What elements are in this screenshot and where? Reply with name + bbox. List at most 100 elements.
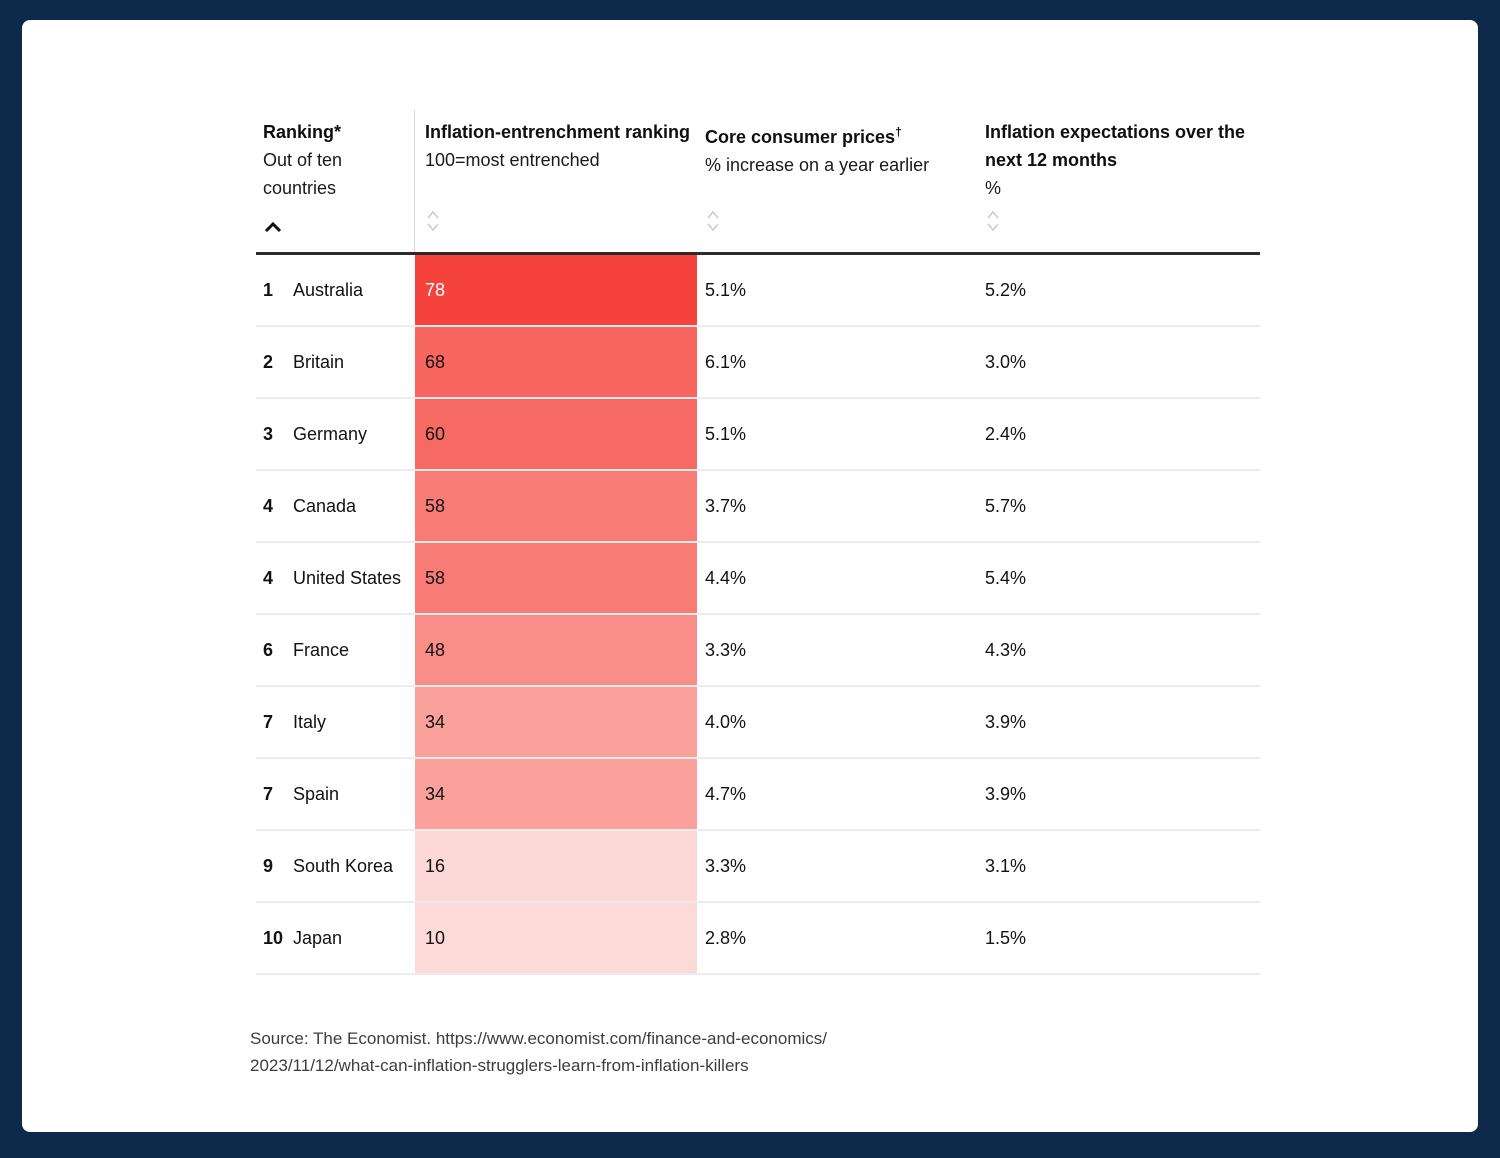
country-name: Canada xyxy=(293,495,357,516)
rank-value: 7 xyxy=(263,783,274,804)
entrenchment-score: 78 xyxy=(425,279,446,300)
entrenchment-score-cell: 78 xyxy=(415,255,697,325)
rank-value: 9 xyxy=(263,855,274,876)
column-header-expectations[interactable]: Inflation expectations over the next 12 … xyxy=(985,110,1260,252)
entrenchment-score: 48 xyxy=(425,639,446,660)
column-title: Inflation-entrenchment ranking xyxy=(425,122,691,142)
entrenchment-score: 58 xyxy=(425,567,446,588)
rank-country-cell: 7 Spain xyxy=(256,759,415,829)
core-prices-value: 6.1% xyxy=(705,351,747,372)
country-name: Spain xyxy=(293,783,340,804)
table-row: 9 South Korea 16 3.3% 3.1% xyxy=(256,831,1260,903)
table-row: 2 Britain 68 6.1% 3.0% xyxy=(256,327,1260,399)
entrenchment-score-cell: 68 xyxy=(415,327,697,397)
chevrons-up-down-icon[interactable] xyxy=(985,208,1001,242)
column-title: Core consumer prices† xyxy=(705,125,902,147)
entrenchment-score-cell: 58 xyxy=(415,471,697,541)
rank-value: 7 xyxy=(263,711,274,732)
core-prices-value: 5.1% xyxy=(705,423,747,444)
entrenchment-score-cell: 34 xyxy=(415,759,697,829)
entrenchment-score: 58 xyxy=(425,495,446,516)
table-row: 6 France 48 3.3% 4.3% xyxy=(256,615,1260,687)
rank-country-cell: 3 Germany xyxy=(256,399,415,469)
table-row: 10 Japan 10 2.8% 1.5% xyxy=(256,903,1260,975)
rank-value: 2 xyxy=(263,351,274,372)
rank-country-cell: 10 Japan xyxy=(256,903,415,973)
core-prices-value: 3.7% xyxy=(705,495,747,516)
rank-country-cell: 6 France xyxy=(256,615,415,685)
entrenchment-score: 34 xyxy=(425,783,446,804)
entrenchment-score: 10 xyxy=(425,927,446,948)
country-name: South Korea xyxy=(293,855,394,876)
entrenchment-score: 68 xyxy=(425,351,446,372)
expectations-value: 5.7% xyxy=(985,495,1027,516)
rank-country-cell: 1 Australia xyxy=(256,255,415,325)
country-name: France xyxy=(293,639,350,660)
column-subtitle: Out of ten countries xyxy=(263,150,343,198)
core-prices-value: 3.3% xyxy=(705,639,747,660)
country-name: Australia xyxy=(293,279,364,300)
column-subtitle: % increase on a year earlier xyxy=(705,155,930,175)
expectations-value: 5.2% xyxy=(985,279,1027,300)
table-row: 3 Germany 60 5.1% 2.4% xyxy=(256,399,1260,471)
expectations-value: 3.0% xyxy=(985,351,1027,372)
rank-country-cell: 9 South Korea xyxy=(256,831,415,901)
table-header-row: Ranking* Out of ten countries Inflation-… xyxy=(256,110,1260,255)
entrenchment-score-cell: 34 xyxy=(415,687,697,757)
column-header-core-prices[interactable]: Core consumer prices† % increase on a ye… xyxy=(697,110,985,252)
rank-value: 1 xyxy=(263,279,274,300)
column-header-entrenchment[interactable]: Inflation-entrenchment ranking 100=most … xyxy=(415,110,697,252)
chevrons-up-down-icon[interactable] xyxy=(425,208,441,242)
country-name: Japan xyxy=(293,927,343,948)
rank-country-cell: 2 Britain xyxy=(256,327,415,397)
table-row: 4 Canada 58 3.7% 5.7% xyxy=(256,471,1260,543)
rank-country-cell: 7 Italy xyxy=(256,687,415,757)
source-line-2: 2023/11/12/what-can-inflation-strugglers… xyxy=(250,1056,749,1075)
table-row: 7 Italy 34 4.0% 3.9% xyxy=(256,687,1260,759)
column-subtitle: 100=most entrenched xyxy=(425,150,600,170)
core-prices-value: 2.8% xyxy=(705,927,747,948)
column-title: Inflation expectations over the next 12 … xyxy=(985,122,1246,170)
table-row: 1 Australia 78 5.1% 5.2% xyxy=(256,255,1260,327)
column-subtitle: % xyxy=(985,178,1002,198)
chevrons-up-down-icon[interactable] xyxy=(705,208,721,242)
expectations-value: 4.3% xyxy=(985,639,1027,660)
expectations-value: 3.9% xyxy=(985,711,1027,732)
core-prices-value: 4.0% xyxy=(705,711,747,732)
source-line-1: Source: The Economist. https://www.econo… xyxy=(250,1029,827,1048)
rank-country-cell: 4 United States xyxy=(256,543,415,613)
country-name: Britain xyxy=(293,351,345,372)
column-title: Ranking* xyxy=(263,122,342,142)
rank-country-cell: 4 Canada xyxy=(256,471,415,541)
source-attribution: Source: The Economist. https://www.econo… xyxy=(250,1025,1050,1079)
entrenchment-score-cell: 60 xyxy=(415,399,697,469)
chevron-up-icon[interactable] xyxy=(263,214,283,242)
entrenchment-score-cell: 58 xyxy=(415,543,697,613)
entrenchment-score: 34 xyxy=(425,711,446,732)
table-body: 1 Australia 78 5.1% 5.2% 2 Britain 68 6.1%… xyxy=(256,255,1260,975)
table-row: 4 United States 58 4.4% 5.4% xyxy=(256,543,1260,615)
rank-value: 4 xyxy=(263,495,274,516)
column-header-ranking[interactable]: Ranking* Out of ten countries xyxy=(256,110,415,252)
table-row: 7 Spain 34 4.7% 3.9% xyxy=(256,759,1260,831)
entrenchment-score-cell: 10 xyxy=(415,903,697,973)
core-prices-value: 4.7% xyxy=(705,783,747,804)
expectations-value: 3.9% xyxy=(985,783,1027,804)
expectations-value: 2.4% xyxy=(985,423,1027,444)
rank-value: 10 xyxy=(263,927,284,948)
entrenchment-score: 60 xyxy=(425,423,446,444)
expectations-value: 3.1% xyxy=(985,855,1027,876)
country-name: United States xyxy=(293,567,402,588)
core-prices-value: 3.3% xyxy=(705,855,747,876)
rank-value: 3 xyxy=(263,423,274,444)
rank-value: 4 xyxy=(263,567,274,588)
dagger-footnote-mark: † xyxy=(895,125,902,139)
inflation-entrenchment-table: Ranking* Out of ten countries Inflation-… xyxy=(256,110,1260,975)
entrenchment-score-cell: 48 xyxy=(415,615,697,685)
expectations-value: 1.5% xyxy=(985,927,1027,948)
country-name: Germany xyxy=(293,423,368,444)
content-card: Ranking* Out of ten countries Inflation-… xyxy=(22,20,1478,1132)
entrenchment-score: 16 xyxy=(425,855,446,876)
expectations-value: 5.4% xyxy=(985,567,1027,588)
